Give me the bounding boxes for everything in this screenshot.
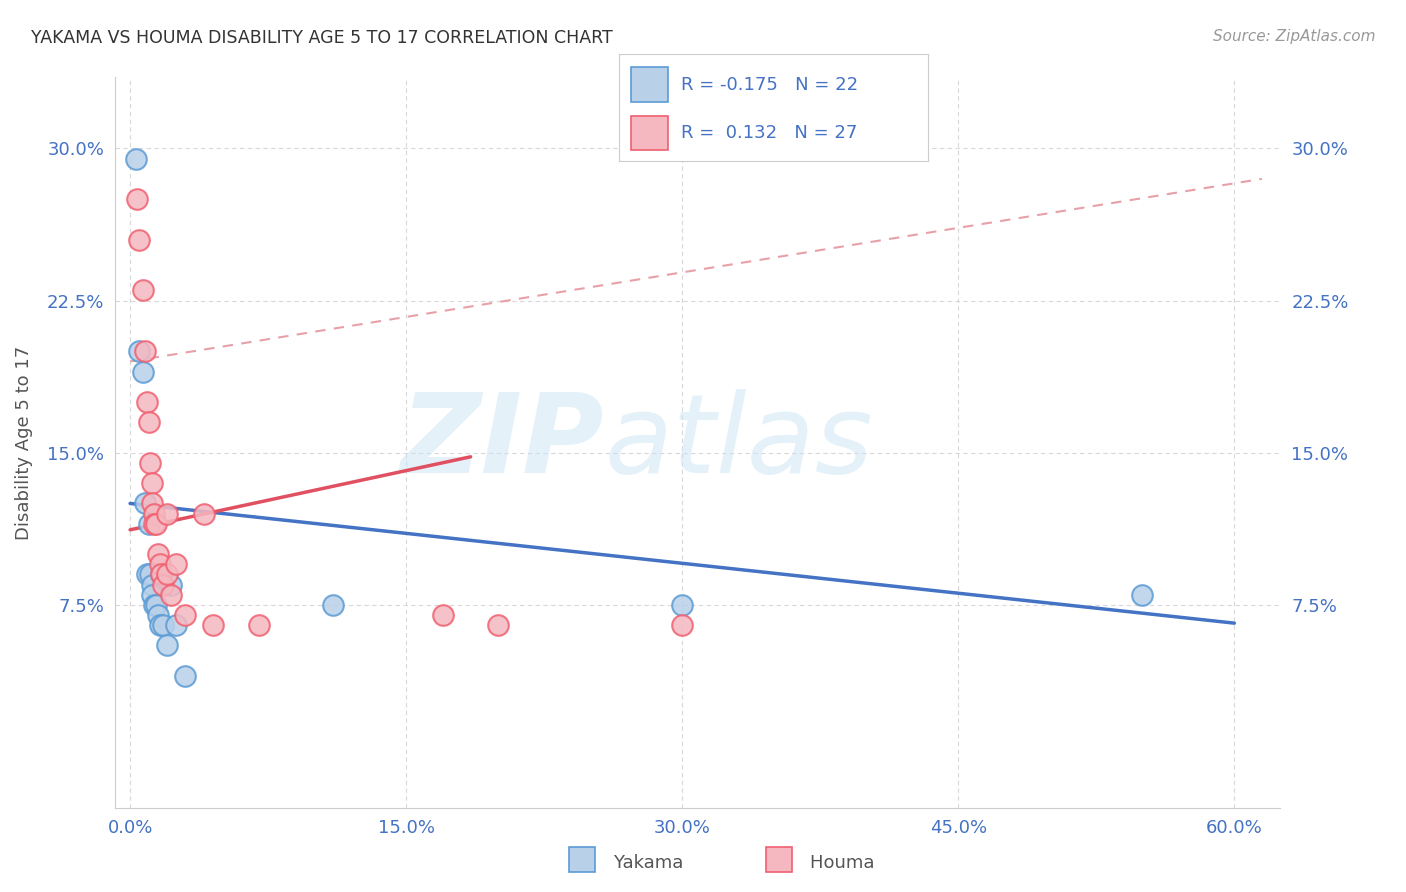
Point bbox=[138, 516, 160, 531]
Point bbox=[148, 558, 170, 572]
Point bbox=[148, 618, 170, 632]
Point bbox=[165, 558, 187, 572]
Point bbox=[1130, 588, 1153, 602]
Point bbox=[141, 577, 163, 591]
Point bbox=[156, 567, 179, 582]
Point bbox=[141, 588, 163, 602]
Point bbox=[247, 618, 270, 632]
Point bbox=[165, 618, 187, 632]
Text: Source: ZipAtlas.com: Source: ZipAtlas.com bbox=[1212, 29, 1375, 44]
Point bbox=[143, 507, 166, 521]
Point bbox=[146, 607, 169, 622]
Text: atlas: atlas bbox=[605, 389, 873, 496]
Point bbox=[141, 496, 163, 510]
Point bbox=[128, 233, 150, 247]
Point bbox=[152, 577, 174, 591]
Point bbox=[139, 567, 162, 582]
Point bbox=[671, 598, 693, 612]
Point bbox=[134, 344, 156, 359]
Point bbox=[174, 669, 197, 683]
Point bbox=[145, 516, 167, 531]
Point bbox=[135, 395, 157, 409]
Point bbox=[132, 284, 155, 298]
Point bbox=[141, 476, 163, 491]
Point bbox=[193, 507, 215, 521]
Y-axis label: Disability Age 5 to 17: Disability Age 5 to 17 bbox=[15, 345, 32, 540]
Point bbox=[145, 598, 167, 612]
Point bbox=[127, 192, 149, 206]
Point bbox=[152, 618, 174, 632]
Point bbox=[135, 567, 157, 582]
Text: R = -0.175   N = 22: R = -0.175 N = 22 bbox=[681, 76, 858, 94]
Point bbox=[146, 547, 169, 561]
Point bbox=[322, 598, 344, 612]
Text: R =  0.132   N = 27: R = 0.132 N = 27 bbox=[681, 124, 856, 142]
Point bbox=[671, 618, 693, 632]
Point bbox=[128, 344, 150, 359]
Text: ZIP: ZIP bbox=[401, 389, 605, 496]
Point bbox=[134, 496, 156, 510]
Point bbox=[156, 639, 179, 653]
Text: Yakama: Yakama bbox=[591, 855, 683, 872]
Point bbox=[156, 507, 179, 521]
Point bbox=[201, 618, 224, 632]
Text: Houma: Houma bbox=[787, 855, 875, 872]
Point bbox=[150, 567, 173, 582]
Point bbox=[132, 365, 155, 379]
Point bbox=[159, 577, 181, 591]
FancyBboxPatch shape bbox=[631, 68, 668, 102]
Point bbox=[139, 456, 162, 470]
Text: YAKAMA VS HOUMA DISABILITY AGE 5 TO 17 CORRELATION CHART: YAKAMA VS HOUMA DISABILITY AGE 5 TO 17 C… bbox=[31, 29, 613, 46]
Point bbox=[143, 598, 166, 612]
Point bbox=[486, 618, 509, 632]
Point bbox=[174, 607, 197, 622]
Point bbox=[150, 567, 173, 582]
Point bbox=[124, 152, 146, 166]
Point bbox=[138, 415, 160, 429]
FancyBboxPatch shape bbox=[631, 116, 668, 150]
Point bbox=[159, 588, 181, 602]
Point bbox=[143, 516, 166, 531]
Point bbox=[432, 607, 454, 622]
